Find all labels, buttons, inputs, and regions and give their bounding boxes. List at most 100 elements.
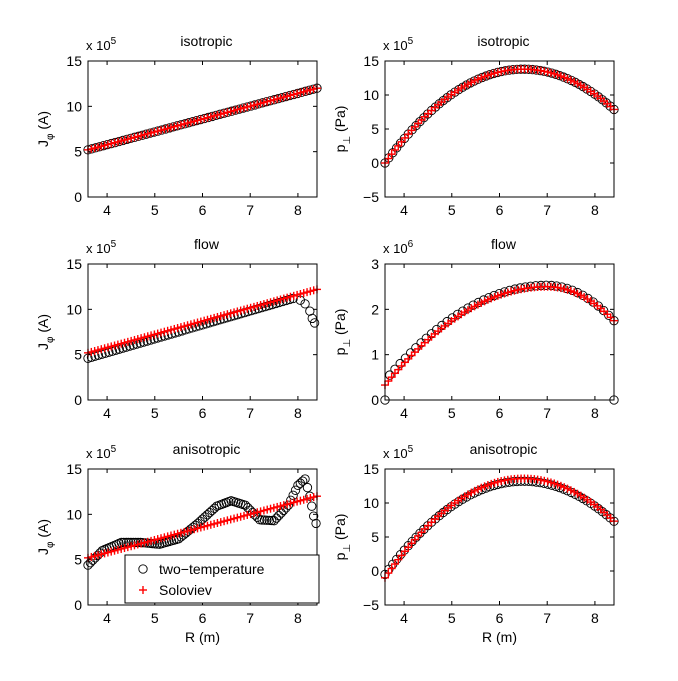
- soloviev-point: [384, 569, 393, 578]
- two-temperature-point: [197, 514, 208, 524]
- panel-title: anisotropic: [173, 441, 241, 457]
- y-tick-label: 10: [66, 506, 82, 522]
- x-tick-label: 4: [103, 610, 111, 626]
- two-temperature-point: [119, 537, 129, 548]
- y-tick-label: 1: [371, 347, 379, 363]
- panel-p4: 4 5 6 7 8 0 1 2 3 flow x 106 p⊥ (Pa): [332, 236, 619, 421]
- y-axis-label: p⊥ (Pa): [332, 514, 353, 561]
- y-tick-label: 10: [66, 98, 82, 114]
- two-temperature-point: [302, 482, 313, 493]
- two-temperature-point: [267, 515, 277, 526]
- x-tick-label: 8: [591, 405, 599, 421]
- two-temperature-point: [257, 515, 267, 525]
- two-temperature-point: [421, 333, 431, 343]
- axes-box: [384, 60, 615, 198]
- x-axis-label: R (m): [185, 629, 220, 645]
- two-temperature-point: [385, 370, 395, 380]
- y-tick-label: 0: [371, 563, 379, 579]
- x-tick-label: 6: [496, 610, 504, 626]
- x-tick-label: 5: [151, 405, 159, 421]
- x-axis-label: R (m): [482, 629, 517, 645]
- y-tick-label: 2: [371, 301, 379, 317]
- x-tick-label: 8: [591, 202, 599, 218]
- legend-plus-marker: [139, 586, 147, 594]
- two-temperature-point: [309, 511, 319, 521]
- axis-exponent: x 105: [383, 444, 414, 461]
- two-temperature-point: [209, 503, 220, 513]
- soloviev-point: [390, 560, 399, 569]
- x-tick-label: 8: [294, 202, 302, 218]
- two-temperature-point: [288, 490, 298, 500]
- two-temperature-point: [205, 507, 215, 518]
- soloviev-point: [394, 141, 403, 150]
- two-temperature-point: [300, 474, 310, 484]
- panel-p3: 4 5 6 7 8 0 5 10 15 flow x 105 Jφ (A): [35, 236, 321, 421]
- soloviev-point: [387, 564, 396, 573]
- y-tick-label: 5: [74, 552, 82, 568]
- two-temperature-point: [264, 300, 274, 311]
- x-tick-label: 7: [246, 610, 254, 626]
- panel-p5: 4 5 6 7 8 0 5 10 15 anisotropic x 105 Jφ (A) R (m): [35, 441, 321, 645]
- two-temperature-point: [271, 298, 281, 309]
- x-tick-label: 8: [294, 610, 302, 626]
- panel-p2: 4 5 6 7 8 −5 0 5 10 15 isotropic x 105 p⊥ (Pa): [332, 33, 619, 218]
- axes-box: [384, 263, 615, 401]
- axes-box: [87, 263, 318, 401]
- two-temperature-point: [259, 515, 270, 525]
- two-temperature-point: [100, 348, 111, 358]
- legend-label: two−temperature: [159, 561, 265, 577]
- two-temperature-point: [307, 313, 317, 324]
- y-tick-label: 10: [363, 87, 379, 103]
- y-tick-label: 15: [66, 256, 82, 272]
- x-tick-label: 4: [103, 405, 111, 421]
- panel-title: flow: [194, 236, 220, 252]
- two-temperature-point: [604, 310, 614, 321]
- x-tick-label: 7: [543, 202, 551, 218]
- two-temperature-point: [200, 512, 210, 522]
- two-temperature-point: [202, 510, 212, 520]
- x-tick-label: 6: [199, 405, 207, 421]
- y-tick-label: 0: [74, 189, 82, 205]
- y-tick-label: 15: [66, 461, 82, 477]
- two-temperature-point: [290, 485, 301, 495]
- panel-title: anisotropic: [470, 441, 538, 457]
- x-tick-label: 5: [151, 610, 159, 626]
- x-tick-label: 5: [448, 610, 456, 626]
- y-axis-label: Jφ (A): [35, 519, 56, 555]
- two-temperature-point: [432, 324, 442, 335]
- two-temperature-point: [255, 515, 265, 525]
- x-tick-label: 5: [448, 405, 456, 421]
- panel-title: isotropic: [477, 33, 529, 49]
- two-temperature-point: [262, 515, 272, 525]
- y-axis-label: p⊥ (Pa): [332, 106, 353, 153]
- legend: two−temperature Soloviev: [124, 554, 320, 604]
- x-tick-label: 7: [246, 405, 254, 421]
- axis-exponent: x 106: [383, 239, 414, 256]
- x-tick-label: 7: [543, 405, 551, 421]
- two-temperature-point: [267, 299, 277, 310]
- two-temperature-point: [311, 518, 321, 529]
- x-tick-label: 4: [103, 202, 111, 218]
- x-tick-label: 8: [591, 610, 599, 626]
- axis-exponent: x 105: [86, 444, 117, 461]
- y-tick-label: 10: [66, 301, 82, 317]
- y-tick-label: 5: [371, 121, 379, 137]
- axes-box: [384, 468, 615, 606]
- panel-title: isotropic: [180, 33, 232, 49]
- two-temperature-point: [307, 501, 317, 511]
- y-axis-label: Jφ (A): [35, 314, 56, 350]
- x-tick-label: 6: [496, 202, 504, 218]
- y-tick-label: 15: [363, 53, 379, 69]
- x-tick-label: 4: [400, 610, 408, 626]
- legend-circle-marker: [138, 564, 148, 574]
- two-temperature-point: [271, 513, 282, 523]
- x-tick-label: 5: [448, 202, 456, 218]
- two-temperature-point: [274, 510, 284, 521]
- x-tick-label: 7: [543, 610, 551, 626]
- axis-exponent: x 105: [86, 36, 117, 53]
- legend-label: Soloviev: [159, 582, 212, 598]
- two-temperature-point: [298, 476, 308, 486]
- two-temperature-point: [207, 505, 217, 516]
- y-tick-label: −5: [363, 597, 379, 613]
